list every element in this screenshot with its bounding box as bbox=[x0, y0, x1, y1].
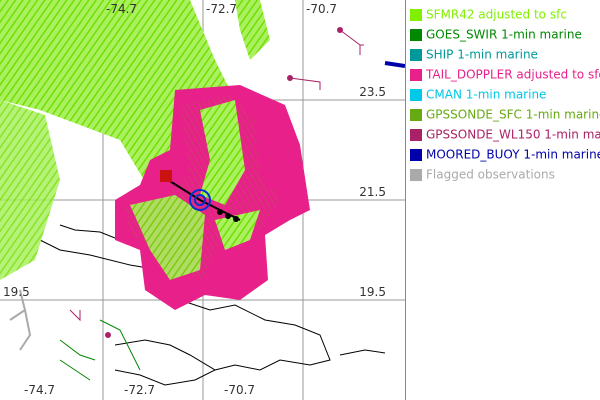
lon-label-bottom: -72.7 bbox=[124, 383, 155, 397]
lat-label: 19.5 bbox=[359, 285, 386, 299]
observations bbox=[9, 27, 405, 381]
legend-label: GPSSONDE_WL150 1-min marine bbox=[426, 128, 600, 142]
lon-label-top: -74.7 bbox=[106, 2, 137, 16]
legend-swatch bbox=[410, 89, 422, 101]
legend-label: GPSSONDE_SFC 1-min marine bbox=[426, 108, 600, 122]
lon-label-top: -70.7 bbox=[306, 2, 337, 16]
legend-label: Flagged observations bbox=[426, 168, 555, 182]
legend-label: CMAN 1-min marine bbox=[426, 88, 546, 102]
legend-swatch bbox=[410, 149, 422, 161]
legend-swatch bbox=[410, 109, 422, 121]
legend-swatch bbox=[410, 69, 422, 81]
doppler-field bbox=[115, 85, 310, 310]
map-area: -74.7 -74.7 -72.7 -72.7 -70.7 -70.7 23.5 21.5 19… bbox=[0, 0, 405, 400]
legend-swatch bbox=[410, 169, 422, 181]
lon-label-bottom: -74.7 bbox=[24, 383, 55, 397]
legend-swatch bbox=[410, 49, 422, 61]
lon-label-bottom: -70.7 bbox=[224, 383, 255, 397]
legend-label: MOORED_BUOY 1-min marine bbox=[426, 148, 600, 162]
legend-label: SHIP 1-min marine bbox=[426, 48, 538, 62]
lat-label: 21.5 bbox=[359, 185, 386, 199]
legend-swatch bbox=[410, 9, 422, 21]
grid-labels: -74.7 -74.7 -72.7 -72.7 -70.7 -70.7 23.5 21.5 19… bbox=[3, 2, 386, 397]
legend-swatch bbox=[410, 29, 422, 41]
legend-swatch bbox=[410, 129, 422, 141]
legend-label: TAIL_DOPPLER adjusted to sfc bbox=[425, 68, 600, 82]
lat-label: 23.5 bbox=[359, 85, 386, 99]
lon-label-top: -72.7 bbox=[206, 2, 237, 16]
legend-label: GOES_SWIR 1-min marine bbox=[426, 28, 582, 42]
storm-track bbox=[160, 170, 241, 222]
legend-label: SFMR42 adjusted to sfc bbox=[426, 8, 567, 22]
legend: SFMR42 adjusted to sfc GOES_SWIR 1-min ma… bbox=[410, 8, 600, 182]
lat-label-left: 19.5 bbox=[3, 285, 30, 299]
